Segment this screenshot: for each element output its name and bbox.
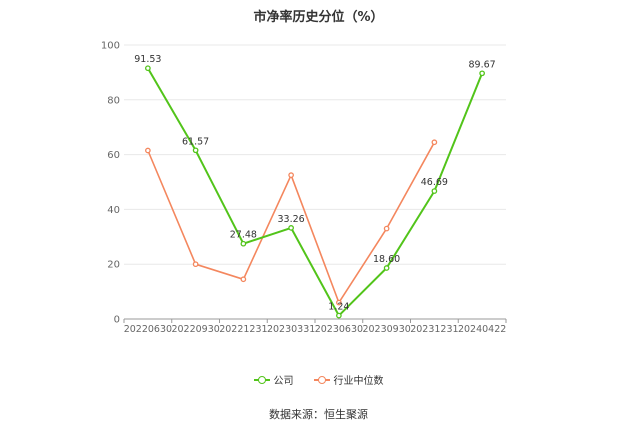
data-label: 89.67 (469, 59, 496, 70)
data-point-industry-median (145, 147, 151, 154)
legend: 公司 行业中位数 (0, 372, 637, 387)
data-label: 91.53 (134, 54, 161, 65)
data-point-industry-median (240, 276, 247, 283)
data-label: 1.24 (328, 302, 349, 313)
y-tick-label: 60 (107, 150, 120, 161)
data-point-company (192, 147, 199, 154)
x-tick-label: 20240422 (458, 324, 506, 335)
data-point-company (288, 225, 294, 231)
series-line-company (147, 67, 484, 317)
chart-title: 市净率历史分位（%） (253, 10, 384, 25)
legend-item-industry-median[interactable]: 行业中位数 (313, 372, 384, 387)
data-label: 33.26 (278, 214, 305, 225)
data-point-industry-median (383, 225, 390, 232)
y-tick-label: 40 (107, 205, 120, 216)
legend-label-company: 公司 (273, 376, 294, 387)
series-layer (145, 65, 485, 319)
x-tick-label: 20230630 (315, 324, 363, 335)
data-label: 18.60 (373, 254, 400, 265)
y-tick-label: 20 (107, 260, 120, 271)
data-source-note: 数据来源：恒生聚源 (269, 408, 368, 421)
data-point-company (431, 188, 438, 194)
x-tick-label: 20231231 (410, 324, 458, 335)
data-point-company (383, 265, 390, 271)
x-tick-label: 20230331 (267, 324, 315, 335)
y-tick-label: 100 (101, 41, 120, 52)
data-point-industry-median (336, 299, 342, 306)
legend-item-company[interactable]: 公司 (253, 372, 294, 387)
data-point-industry-median (431, 139, 438, 146)
data-point-company (145, 65, 151, 72)
x-tick-label: 20220630 (124, 324, 172, 335)
y-tick-label: 80 (107, 95, 120, 106)
legend-label-industry-median: 行业中位数 (333, 376, 384, 387)
data-label: 61.57 (182, 136, 209, 147)
data-point-company (336, 312, 342, 319)
data-point-industry-median (192, 261, 199, 268)
data-label: 46.69 (421, 177, 448, 188)
legend-swatch-industry-median (313, 375, 330, 385)
x-tick-label: 20221231 (219, 324, 267, 335)
data-point-company (240, 240, 247, 247)
data-point-industry-median (288, 172, 294, 178)
x-tick-label: 20220930 (171, 324, 219, 335)
x-tick-label: 20230930 (362, 324, 410, 335)
y-tick-label: 0 (114, 315, 120, 326)
data-point-company (479, 70, 485, 77)
label-layer: 91.53 61.57 27.48 33.26 1.24 18.60 46.69 89.67 (134, 54, 495, 312)
legend-swatch-company (253, 375, 270, 385)
grid-layer (124, 44, 506, 265)
data-label: 27.48 (230, 230, 257, 241)
